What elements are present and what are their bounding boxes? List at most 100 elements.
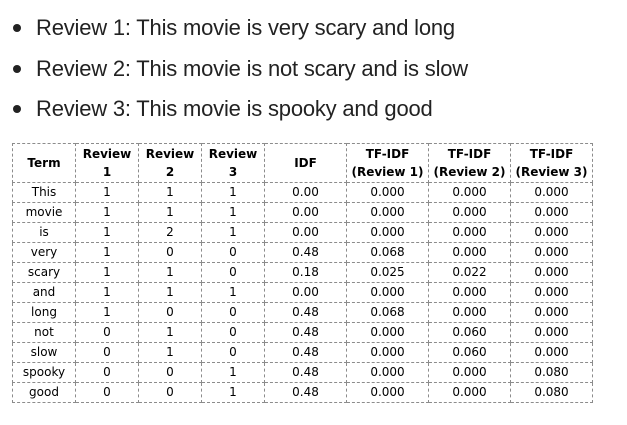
value-cell: 0.000 [510,342,593,363]
value-cell: 0.000 [428,382,511,403]
value-cell: 0.000 [346,362,429,383]
table-row: not 0 1 0 0.48 0.000 0.060 0.000 [12,322,593,343]
value-cell: 0.000 [510,222,593,243]
value-cell: 0.00 [264,202,347,223]
value-cell: 1 [201,382,265,403]
value-cell: 1 [138,202,202,223]
value-cell: 0 [201,262,265,283]
value-cell: 0.18 [264,262,347,283]
table-row: movie 1 1 1 0.00 0.000 0.000 0.000 [12,202,593,223]
value-cell: 2 [138,222,202,243]
value-cell: 1 [75,282,139,303]
value-cell: 1 [201,182,265,203]
value-cell: 0.000 [428,202,511,223]
review-list: Review 1: This movie is very scary and l… [12,8,468,130]
value-cell: 0 [75,382,139,403]
value-cell: 0.000 [346,382,429,403]
column-header-review-3: Review 3 [201,143,265,183]
value-cell: 1 [201,202,265,223]
value-cell: 0.000 [428,182,511,203]
value-cell: 1 [75,182,139,203]
value-cell: 0.000 [346,322,429,343]
table-header-row: Term Review 1 Review 2 Review 3 IDF TF-IDF (Revie… [12,143,593,183]
value-cell: 0.000 [346,342,429,363]
value-cell: 0 [75,342,139,363]
value-cell: 0.000 [428,222,511,243]
value-cell: 0.025 [346,262,429,283]
value-cell: 0 [201,342,265,363]
term-cell: spooky [12,362,76,383]
column-header-line: 2 [165,165,175,179]
term-cell: and [12,282,76,303]
column-header-term: Term [12,143,76,183]
column-header-line: 1 [102,165,112,179]
term-cell: good [12,382,76,403]
value-cell: 1 [201,222,265,243]
value-cell: 1 [138,322,202,343]
column-header-line: TF-IDF [529,147,574,161]
value-cell: 0.000 [510,302,593,323]
term-cell: very [12,242,76,263]
value-cell: 1 [201,362,265,383]
column-header-line: IDF [294,156,317,170]
value-cell: 0.000 [428,242,511,263]
value-cell: 0.48 [264,322,347,343]
value-cell: 1 [75,222,139,243]
value-cell: 0.000 [510,202,593,223]
value-cell: 1 [138,182,202,203]
value-cell: 0.000 [510,322,593,343]
value-cell: 0.00 [264,282,347,303]
value-cell: 0.000 [346,182,429,203]
value-cell: 0.080 [510,362,593,383]
value-cell: 1 [138,342,202,363]
term-cell: This [12,182,76,203]
column-header-line: Review [82,147,132,161]
column-header-tfidf-review-2: TF-IDF (Review 2) [428,143,511,183]
column-header-line: (Review 3) [515,165,588,179]
value-cell: 0.48 [264,302,347,323]
value-cell: 0.000 [428,282,511,303]
value-cell: 0.080 [510,382,593,403]
bullet-icon [13,64,21,73]
value-cell: 0 [201,322,265,343]
table-row: and 1 1 1 0.00 0.000 0.000 0.000 [12,282,593,303]
table-row: This 1 1 1 0.00 0.000 0.000 0.000 [12,182,593,203]
review-text: Review 2: This movie is not scary and is… [36,55,468,81]
value-cell: 1 [138,262,202,283]
value-cell: 0.022 [428,262,511,283]
value-cell: 1 [201,282,265,303]
column-header-line: 3 [228,165,238,179]
review-text: Review 1: This movie is very scary and l… [36,15,455,40]
table-row: slow 0 1 0 0.48 0.000 0.060 0.000 [12,342,593,363]
bullet-icon [13,105,21,113]
tf-idf-table: Term Review 1 Review 2 Review 3 IDF TF-IDF (Revie… [12,143,593,403]
value-cell: 0.000 [510,282,593,303]
column-header-line: Term [27,156,61,170]
column-header-line: Review [208,147,258,161]
review-item: Review 2: This movie is not scary and is… [12,49,468,90]
value-cell: 1 [138,282,202,303]
value-cell: 0.068 [346,242,429,263]
value-cell: 0.000 [428,302,511,323]
column-header-line: (Review 2) [433,165,506,179]
value-cell: 0.000 [346,282,429,303]
column-header-idf: IDF [264,143,347,183]
value-cell: 0 [75,362,139,383]
column-header-line: Review [145,147,195,161]
value-cell: 0.060 [428,322,511,343]
value-cell: 0.000 [428,362,511,383]
column-header-line: (Review 1) [351,165,424,179]
value-cell: 0.000 [346,202,429,223]
value-cell: 0 [75,322,139,343]
value-cell: 1 [75,242,139,263]
value-cell: 0.48 [264,242,347,263]
term-cell: slow [12,342,76,363]
value-cell: 0.48 [264,342,347,363]
table-row: very 1 0 0 0.48 0.068 0.000 0.000 [12,242,593,263]
review-item: Review 1: This movie is very scary and l… [12,8,468,49]
bullet-icon [13,24,21,32]
column-header-tfidf-review-3: TF-IDF (Review 3) [510,143,593,183]
table-row: is 1 2 1 0.00 0.000 0.000 0.000 [12,222,593,243]
value-cell: 0.00 [264,182,347,203]
table-body: This 1 1 1 0.00 0.000 0.000 0.000 movie 1 1 1 0.00 0.… [12,182,593,403]
